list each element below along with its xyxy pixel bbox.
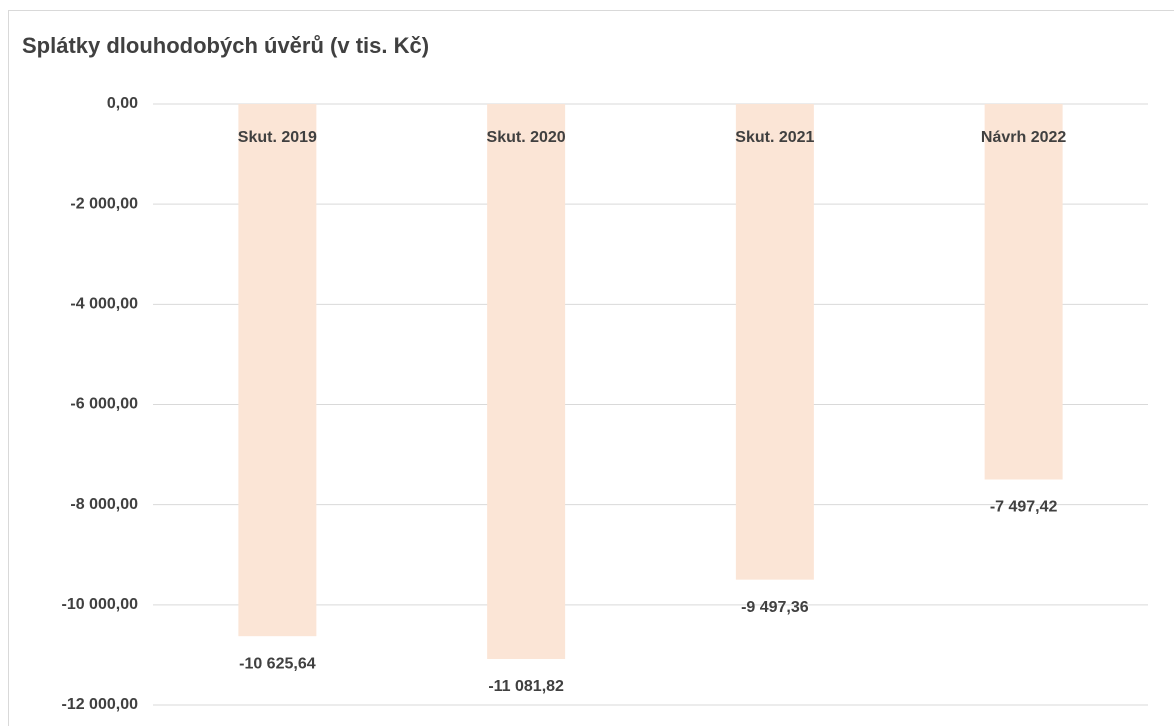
data-label: -11 081,82: [488, 678, 564, 695]
data-label: -10 625,64: [239, 655, 316, 672]
bar: [735, 104, 814, 580]
x-tick-label: Skut. 2021: [735, 129, 814, 146]
y-tick-label: -6 000,00: [70, 396, 138, 413]
chart-title: Splátky dlouhodobých úvěrů (v tis. Kč): [22, 33, 429, 58]
data-label: -9 497,36: [741, 599, 809, 616]
chart-frame: [8, 10, 1174, 726]
y-tick-label: 0,00: [107, 95, 138, 112]
y-tick-label: -10 000,00: [61, 596, 138, 613]
x-tick-label: Skut. 2019: [238, 129, 317, 146]
y-tick-label: -4 000,00: [70, 296, 138, 313]
data-label: -7 497,42: [990, 499, 1058, 516]
bar: [487, 104, 566, 660]
x-tick-label: Návrh 2022: [981, 129, 1066, 146]
y-tick-label: -2 000,00: [70, 195, 138, 212]
x-tick-label: Skut. 2020: [487, 129, 566, 146]
bar: [984, 104, 1063, 480]
y-tick-label: -12 000,00: [61, 696, 138, 713]
bar: [238, 104, 317, 637]
y-tick-label: -8 000,00: [70, 496, 138, 513]
